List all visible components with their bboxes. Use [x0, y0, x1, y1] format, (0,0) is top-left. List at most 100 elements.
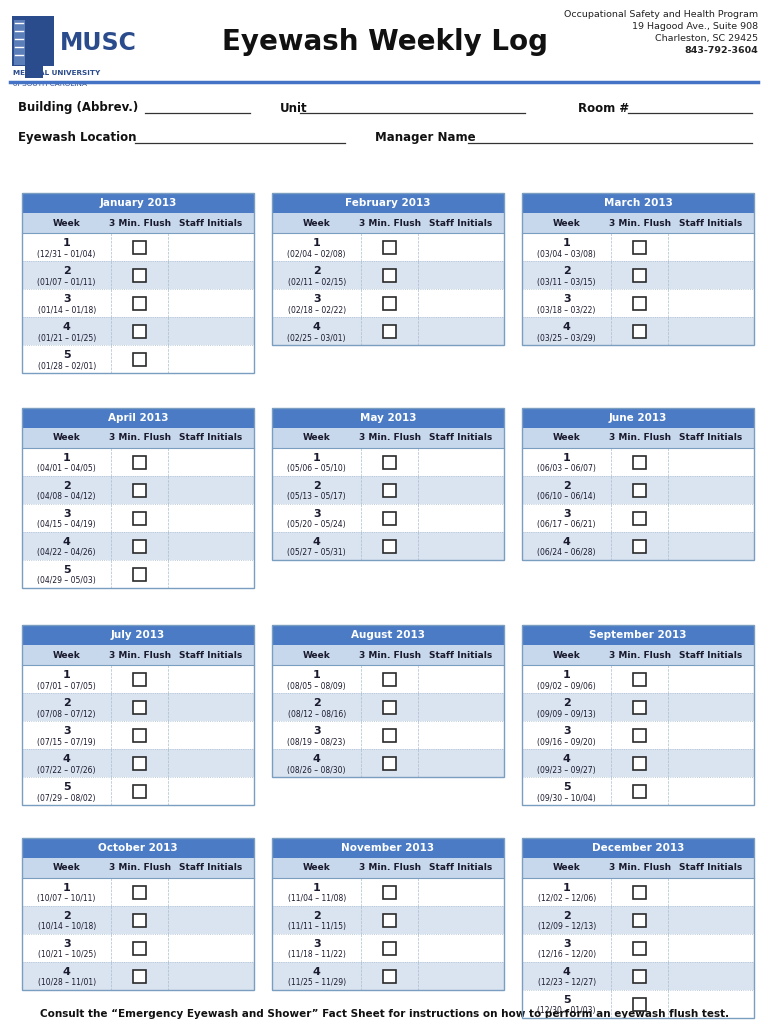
Text: Staff Initials: Staff Initials — [179, 433, 243, 442]
Text: 4: 4 — [62, 537, 71, 547]
Text: Charleston, SC 29425: Charleston, SC 29425 — [654, 34, 758, 43]
Text: Staff Initials: Staff Initials — [179, 863, 243, 872]
Text: Eyewash Weekly Log: Eyewash Weekly Log — [222, 28, 548, 56]
Text: 4: 4 — [563, 967, 571, 977]
Bar — [633, 540, 646, 553]
Text: (08/12 – 08/16): (08/12 – 08/16) — [287, 710, 346, 719]
Text: (02/18 – 02/22): (02/18 – 02/22) — [288, 305, 346, 314]
Bar — [633, 913, 646, 927]
Text: (04/29 – 05/03): (04/29 – 05/03) — [37, 577, 96, 586]
Bar — [133, 512, 146, 524]
Bar — [112, 213, 168, 233]
Text: 2: 2 — [63, 481, 71, 490]
Bar — [418, 858, 504, 878]
Bar — [22, 721, 254, 749]
Bar — [633, 456, 646, 469]
Bar — [22, 408, 254, 588]
Text: (08/26 – 08/30): (08/26 – 08/30) — [287, 766, 346, 774]
Bar — [611, 213, 668, 233]
Bar — [272, 878, 504, 906]
Bar — [522, 317, 754, 345]
Bar — [633, 784, 646, 798]
Text: 3: 3 — [313, 726, 320, 736]
Bar — [418, 428, 504, 449]
Bar — [633, 757, 646, 769]
Text: Week: Week — [303, 433, 330, 442]
Bar — [22, 317, 254, 345]
Text: (04/08 – 04/12): (04/08 – 04/12) — [38, 493, 96, 502]
Bar — [418, 645, 504, 665]
Bar — [522, 645, 611, 665]
Bar — [383, 913, 397, 927]
Bar — [383, 456, 397, 469]
Text: 3 Min. Flush: 3 Min. Flush — [608, 433, 671, 442]
Bar — [522, 408, 754, 560]
Bar — [272, 408, 504, 428]
Text: (06/10 – 06/14): (06/10 – 06/14) — [537, 493, 596, 502]
Text: 2: 2 — [563, 481, 571, 490]
Bar — [522, 476, 754, 504]
Text: Consult the “Emergency Eyewash and Shower” Fact Sheet for instructions on how to: Consult the “Emergency Eyewash and Showe… — [41, 1009, 729, 1019]
Bar — [272, 645, 361, 665]
Bar — [522, 721, 754, 749]
Bar — [22, 345, 254, 373]
Text: 1: 1 — [313, 883, 320, 893]
Text: (11/04 – 11/08): (11/04 – 11/08) — [287, 895, 346, 903]
Bar — [22, 408, 254, 428]
Text: (10/28 – 11/01): (10/28 – 11/01) — [38, 979, 95, 987]
Bar — [361, 645, 418, 665]
Bar — [522, 749, 754, 777]
Bar — [668, 213, 754, 233]
Bar — [633, 728, 646, 741]
Text: 3 Min. Flush: 3 Min. Flush — [359, 433, 420, 442]
Bar — [272, 625, 504, 777]
Text: (01/21 – 01/25): (01/21 – 01/25) — [38, 334, 95, 342]
Bar — [272, 665, 504, 693]
Text: 5: 5 — [63, 782, 71, 792]
Text: MEDICAL UNIVERSITY: MEDICAL UNIVERSITY — [13, 70, 100, 76]
Text: Staff Initials: Staff Initials — [179, 650, 243, 659]
Bar — [133, 540, 146, 553]
Bar — [633, 241, 646, 254]
Bar — [668, 858, 754, 878]
Bar — [522, 233, 754, 261]
Bar — [633, 297, 646, 309]
Text: Week: Week — [303, 863, 330, 872]
Bar — [272, 233, 504, 261]
Bar — [22, 261, 254, 289]
Text: 2: 2 — [563, 698, 571, 708]
Bar — [383, 728, 397, 741]
Bar — [22, 777, 254, 805]
Bar — [522, 193, 754, 213]
Bar — [133, 241, 146, 254]
Bar — [112, 858, 168, 878]
Text: (04/22 – 04/26): (04/22 – 04/26) — [38, 549, 96, 557]
Bar — [22, 962, 254, 990]
Text: May 2013: May 2013 — [360, 413, 417, 423]
Bar — [272, 317, 504, 345]
Bar — [272, 906, 504, 934]
Text: (08/05 – 08/09): (08/05 – 08/09) — [287, 682, 346, 690]
Bar — [522, 990, 754, 1018]
Text: October 2013: October 2013 — [99, 843, 178, 853]
Bar — [383, 512, 397, 524]
Bar — [522, 625, 754, 645]
Text: (11/25 – 11/29): (11/25 – 11/29) — [288, 979, 346, 987]
Text: September 2013: September 2013 — [589, 630, 687, 640]
Bar — [668, 428, 754, 449]
Text: Staff Initials: Staff Initials — [679, 650, 743, 659]
Text: Week: Week — [303, 218, 330, 227]
Text: (01/14 – 01/18): (01/14 – 01/18) — [38, 305, 95, 314]
Text: (05/20 – 05/24): (05/20 – 05/24) — [287, 520, 346, 529]
Text: 4: 4 — [563, 754, 571, 764]
Text: (05/06 – 05/10): (05/06 – 05/10) — [287, 465, 346, 473]
Text: (06/03 – 06/07): (06/03 – 06/07) — [537, 465, 596, 473]
Bar — [12, 16, 54, 66]
Bar — [383, 970, 397, 982]
Bar — [133, 970, 146, 982]
Bar — [133, 757, 146, 769]
Text: 5: 5 — [63, 350, 71, 360]
Bar — [22, 838, 254, 858]
Text: (12/23 – 12/27): (12/23 – 12/27) — [537, 979, 596, 987]
Text: 1: 1 — [63, 453, 71, 463]
